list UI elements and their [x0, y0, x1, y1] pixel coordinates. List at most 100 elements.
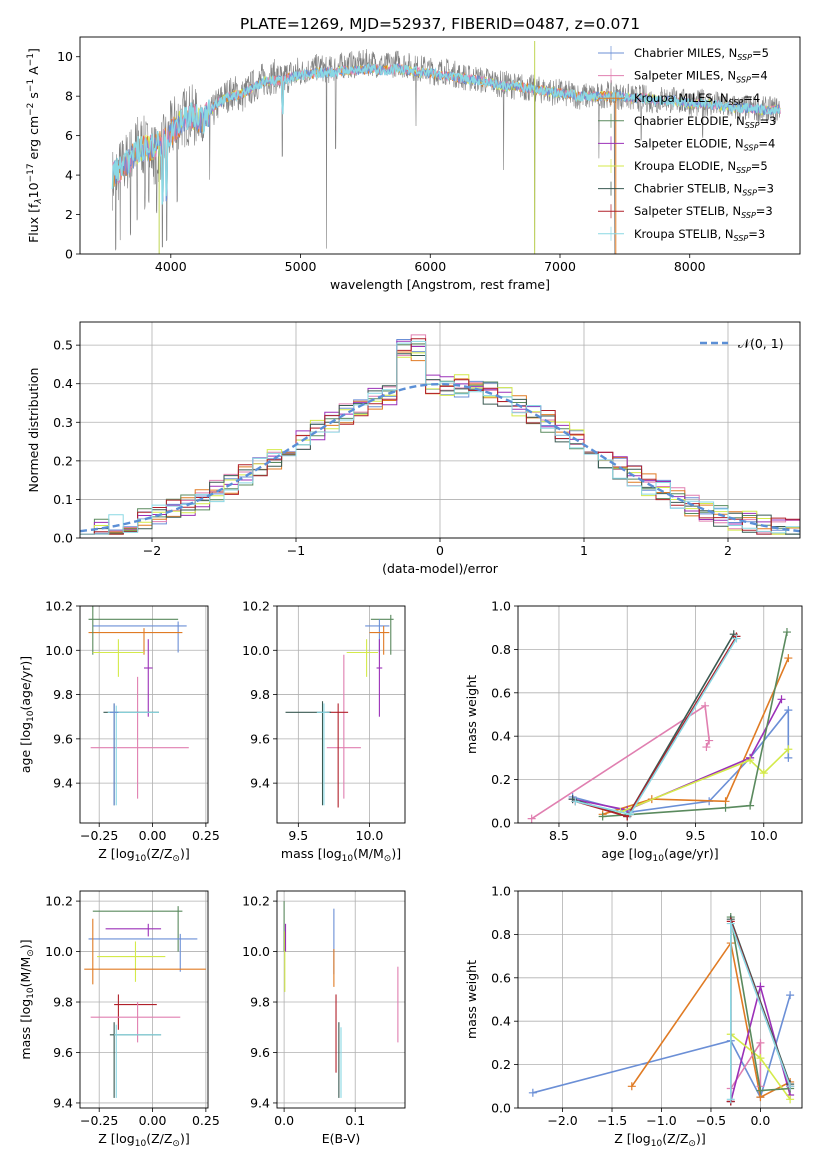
x-axis-label: age [log10(age/yr)] [601, 846, 718, 864]
y-tick-label: 10.2 [242, 599, 270, 614]
label-part: 10 [26, 987, 36, 999]
label-part: (Z/Z [146, 846, 172, 861]
label-part: ⊙ [26, 949, 36, 957]
y-tick-label: 9.8 [250, 687, 270, 702]
legend-count: =3 [760, 114, 777, 128]
label-part: (M/M [18, 957, 33, 988]
x-axis-label: (data-model)/error [382, 561, 499, 576]
label-part: )] [180, 1131, 190, 1146]
age-vs-metallicity-panel: −0.25 0.00 0.259.49.69.810.010.2Z [log10(Z… [18, 599, 220, 865]
label-part: ⊙ [688, 1139, 696, 1149]
x-tick-label: −1 [287, 543, 305, 558]
y-tick-label: 0.6 [491, 970, 511, 985]
y-tick-label: 1.0 [491, 884, 511, 899]
legend-sub: SSP [736, 76, 751, 85]
y-tick-label: 0.3 [53, 415, 73, 430]
legend-name: Kroupa STELIB, N [634, 227, 734, 241]
x-tick-label: 8.5 [549, 828, 569, 843]
label-part: −2 [26, 103, 36, 116]
weight-marker [746, 801, 755, 810]
age-vs-mass-panel: 9.5 10.0 9.4 9.6 9.8 10.0 10.2 mass [log10(M/M⊙… [242, 599, 406, 864]
x-tick-label: 8000 [674, 259, 706, 274]
y-tick-label: 10.0 [45, 643, 73, 658]
x-tick-label: 0.00 [139, 828, 167, 843]
legend-label: Chabrier MILES, NSSP=5 [634, 46, 769, 62]
axes-frame [276, 605, 406, 824]
spectrum-panel: 4000 5000 6000 7000 8000 0 2 4 6 8 10 wavelength [A… [26, 36, 801, 292]
label-part: λ [34, 198, 44, 204]
label-part: (Z/Z [662, 1131, 688, 1146]
label-part: (age/yr)] [664, 846, 719, 861]
plot-area [111, 40, 781, 254]
x-tick-label: 2 [724, 543, 732, 558]
y-tick-label: 0.2 [491, 772, 511, 787]
legend-sub: SSP [745, 121, 760, 130]
legend-name: Kroupa ELODIE, N [634, 159, 736, 173]
legend-label: Kroupa MILES, NSSP=4 [634, 91, 760, 107]
legend-label: Kroupa STELIB, NSSP=3 [634, 227, 765, 243]
weight-marker [786, 991, 795, 1000]
weight-marker [777, 695, 786, 704]
model-line-salpeter-miles [111, 63, 781, 193]
weight-line-chabrier-stelib [572, 633, 735, 818]
label-part: Z [log [614, 1131, 650, 1146]
y-tick-label: 10.2 [45, 894, 73, 909]
legend-name: Chabrier STELIB, N [634, 182, 742, 196]
x-tick-label: 0 [436, 543, 444, 558]
legend-count: =3 [757, 182, 774, 196]
weight-marker [786, 1095, 795, 1104]
legend-count: =3 [748, 227, 765, 241]
model-line-kroupa-stelib [111, 63, 781, 205]
x-axis-label: Z [log10(Z/Z⊙)] [614, 1131, 705, 1149]
label-part: 10 [26, 182, 41, 198]
y-tick-label: 8 [65, 89, 73, 104]
weight-line-kroupa-stelib [575, 638, 738, 816]
y-tick-label: 9.8 [53, 995, 73, 1010]
x-tick-label: 4000 [155, 259, 187, 274]
weight-marker [732, 634, 741, 643]
x-axis-label: Z [log10(Z/Z⊙)] [98, 846, 189, 864]
y-tick-label: 10.0 [242, 643, 270, 658]
legend-count: =4 [743, 91, 760, 105]
legend-name: Chabrier MILES, N [634, 46, 737, 60]
x-axis-label: wavelength [Angstrom, rest frame] [330, 277, 550, 292]
weight-marker [528, 1088, 537, 1097]
x-tick-label: −2.0 [547, 1113, 577, 1128]
legend-name: Salpeter MILES, N [634, 69, 736, 83]
legend-count: =5 [751, 159, 768, 173]
legend-name: Kroupa MILES, N [634, 91, 729, 105]
y-tick-label: 10 [57, 49, 73, 64]
x-tick-label: −0.25 [80, 828, 118, 843]
label-part: )] [391, 846, 401, 861]
y-tick-label: 9.6 [53, 731, 73, 746]
axes-frame [517, 605, 803, 824]
label-part: ⊙ [172, 1139, 180, 1149]
label-part: Z [log [98, 1131, 134, 1146]
y-tick-label: 9.8 [250, 995, 270, 1010]
weight-marker [702, 743, 711, 752]
weight-line-kroupa-elodie [620, 748, 789, 813]
label-part: −1 [26, 53, 36, 66]
y-tick-label: 6 [65, 128, 73, 143]
legend-sub: SSP [744, 143, 759, 152]
legend-name: Chabrier ELODIE, N [634, 114, 745, 128]
label-part: )] [696, 1131, 706, 1146]
legend-sub: SSP [729, 98, 744, 107]
weight-marker [756, 1054, 765, 1063]
axes-frame [79, 36, 801, 255]
y-tick-label: 0.6 [491, 685, 511, 700]
figure-title: PLATE=1269, MJD=52937, FIBERID=0487, z=0… [240, 15, 640, 33]
label-part: Z [log [98, 846, 134, 861]
residuals-panel: −2 −1 0 1 2 0.0 0.1 0.2 0.3 0.4 0.5 (data-model)/er… [26, 321, 801, 576]
y-axis-label: mass [log10(M/M⊙)] [18, 939, 36, 1059]
label-part: ] [26, 48, 41, 53]
axes-frame [517, 890, 803, 1109]
y-tick-label: 1.0 [491, 599, 511, 614]
x-tick-label: 0.0 [750, 1113, 770, 1128]
weight-marker [726, 1095, 735, 1104]
plot-area [84, 906, 206, 1098]
legend-sub: SSP [734, 234, 749, 243]
label-part: erg cm [26, 116, 41, 164]
y-tick-label: 10.2 [45, 599, 73, 614]
y-tick-label: 0.2 [53, 453, 73, 468]
